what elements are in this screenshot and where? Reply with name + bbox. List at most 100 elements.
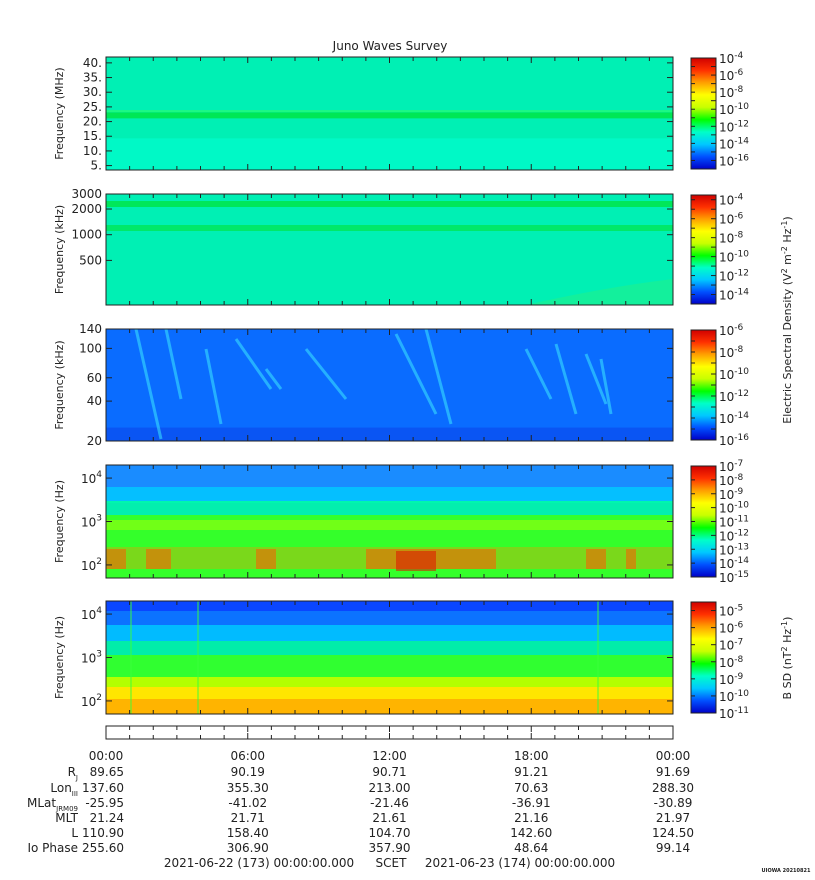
- colorbar-tick-label: 10-14: [719, 288, 749, 303]
- colorbar-hfr-high: 10-16 10-14 10-12 10-10 10-8 10-6 10-4: [690, 51, 749, 170]
- colorbar-hfr-low: 10-14 10-12 10-10 10-8 10-6 10-4: [690, 193, 749, 305]
- ephemeris-value: 90.19: [231, 765, 265, 779]
- footer-start-time: 2021-06-22 (173) 00:00:00.000: [164, 856, 354, 870]
- colorbar-tick-label: 10-10: [719, 367, 749, 382]
- ephemeris-value: 137.60: [82, 781, 124, 795]
- colorbar-tick-label: 10-10: [719, 689, 749, 704]
- colorbar-tick-label: 10-12: [719, 389, 749, 404]
- credit-stamp: UIOWA 20210821: [762, 868, 811, 874]
- colorbar-tick-label: 10-9: [719, 487, 744, 502]
- xtick-label: 12:00: [372, 749, 407, 763]
- ephemeris-table: RJ 89.65 90.19 90.71 91.21 91.69 LonIII 137.60 3…: [27, 765, 694, 855]
- colorbar-tick-label: 10-14: [719, 411, 749, 426]
- panel-hfr-high: 5.10.15.20.25.30.35.40. Frequency (MHz) 10…: [53, 51, 749, 173]
- ephemeris-value: -30.89: [654, 796, 693, 810]
- xtick-label: 00:00: [656, 749, 691, 763]
- ytick-label: 500: [79, 253, 102, 267]
- colorbar-tick-label: 10-5: [719, 604, 743, 619]
- ylabel-lfr-high: Frequency (kHz): [53, 340, 66, 429]
- ylabel-lfr-low-e: Frequency (Hz): [53, 480, 66, 563]
- xtick-label: 00:00: [89, 749, 124, 763]
- colorbar-lfr-low-e: 10-1510-1410-1310-1210-1110-1010-910-810…: [690, 459, 749, 585]
- colorbar-tick-label: 10-11: [719, 515, 749, 530]
- colorbar-tick-label: 10-16: [719, 433, 749, 448]
- colorbar-tick-label: 10-11: [719, 706, 749, 721]
- spectrogram-hfr-high: [106, 57, 673, 170]
- footer-end-time: 2021-06-23 (174) 00:00:00.000: [425, 856, 615, 870]
- ephemeris-value: 91.21: [514, 765, 548, 779]
- colorbar-tick-label: 10-10: [719, 501, 749, 516]
- magnetic-colorbar-label: B SD (nT2 Hz-1): [780, 617, 794, 700]
- ytick-label: 2000: [71, 202, 102, 216]
- ytick-label: 1000: [71, 228, 102, 242]
- ytick-label: 104: [81, 606, 102, 622]
- ephemeris-value: -41.02: [228, 796, 267, 810]
- colorbar-tick-label: 10-13: [719, 542, 749, 557]
- ephemeris-value: 90.71: [372, 765, 406, 779]
- xtick-label: 06:00: [230, 749, 265, 763]
- spectrogram-hfr-low: [106, 194, 673, 305]
- ephemeris-value: -21.46: [370, 796, 409, 810]
- ephemeris-value: 91.69: [656, 765, 690, 779]
- colorbar-tick-label: 10-16: [719, 153, 749, 168]
- colorbar-tick-label: 10-6: [719, 621, 744, 636]
- colorbar-tick-label: 10-10: [719, 102, 749, 117]
- ephemeris-value: 255.60: [82, 841, 124, 855]
- ephemeris-value: 48.64: [514, 841, 548, 855]
- electric-colorbar-label: Electric Spectral Density (V2 m-2 Hz-1): [780, 216, 794, 423]
- colorbar-tick-label: 10-8: [719, 345, 744, 360]
- spectrogram-lfr-low-e: [106, 465, 673, 578]
- footer-scet: SCET: [376, 856, 408, 870]
- ytick-label: 20.: [83, 115, 102, 129]
- ephemeris-value: 70.63: [514, 781, 548, 795]
- ephemeris-value: 99.14: [656, 841, 690, 855]
- ytick-label: 103: [81, 650, 102, 666]
- ytick-label: 40.: [83, 56, 102, 70]
- ytick-label: 102: [81, 693, 102, 709]
- ephemeris-value: 89.65: [90, 765, 124, 779]
- ytick-label: 15.: [83, 129, 102, 143]
- ytick-label: 102: [81, 557, 102, 573]
- ephemeris-value: 158.40: [227, 826, 269, 840]
- ephemeris-value: 21.97: [656, 811, 690, 825]
- colorbar-tick-label: 10-7: [719, 638, 743, 653]
- colorbar-tick-label: 10-12: [719, 119, 749, 134]
- ephemeris-value: 142.60: [510, 826, 552, 840]
- ephemeris-label: LonIII: [50, 781, 78, 798]
- ephemeris-value: 21.16: [514, 811, 548, 825]
- ephemeris-label: MLT: [55, 811, 78, 825]
- colorbar-tick-label: 10-12: [719, 528, 749, 543]
- ephemeris-value: -36.91: [512, 796, 551, 810]
- ephemeris-value: 21.24: [90, 811, 124, 825]
- colorbar-tick-label: 10-8: [719, 473, 744, 488]
- ephemeris-value: 21.61: [372, 811, 406, 825]
- ytick-label: 40: [87, 394, 102, 408]
- colorbar-lfr-low-b: 10-11 10-10 10-9 10-8 10-7 10-6 10-5: [690, 601, 749, 721]
- ytick-label: 25.: [83, 100, 102, 114]
- colorbar-tick-label: 10-6: [719, 212, 744, 227]
- ephemeris-value: -25.95: [85, 796, 124, 810]
- ytick-label: 5.: [91, 159, 102, 173]
- ephemeris-value: 110.90: [82, 826, 124, 840]
- colorbar-tick-label: 10-14: [719, 556, 749, 571]
- ylabel-lfr-low-b: Frequency (Hz): [53, 616, 66, 699]
- colorbar-tick-label: 10-8: [719, 85, 744, 100]
- ytick-label: 10.: [83, 144, 102, 158]
- colorbar-tick-label: 10-4: [719, 51, 744, 66]
- ytick-label: 3000: [71, 187, 102, 201]
- ephemeris-value: 306.90: [227, 841, 269, 855]
- spectrogram-lfr-high: [106, 329, 673, 441]
- colorbar-tick-label: 10-14: [719, 136, 749, 151]
- colorbar-tick-label: 10-8: [719, 231, 744, 246]
- colorbar-tick-label: 10-12: [719, 269, 749, 284]
- ylabel-hfr-low: Frequency (kHz): [53, 205, 66, 294]
- colorbar-tick-label: 10-9: [719, 672, 744, 687]
- ytick-label: 30.: [83, 85, 102, 99]
- ylabel-hfr-high: Frequency (MHz): [53, 67, 66, 159]
- ephemeris-label: Io Phase: [27, 841, 78, 855]
- ephemeris-value: 124.50: [652, 826, 694, 840]
